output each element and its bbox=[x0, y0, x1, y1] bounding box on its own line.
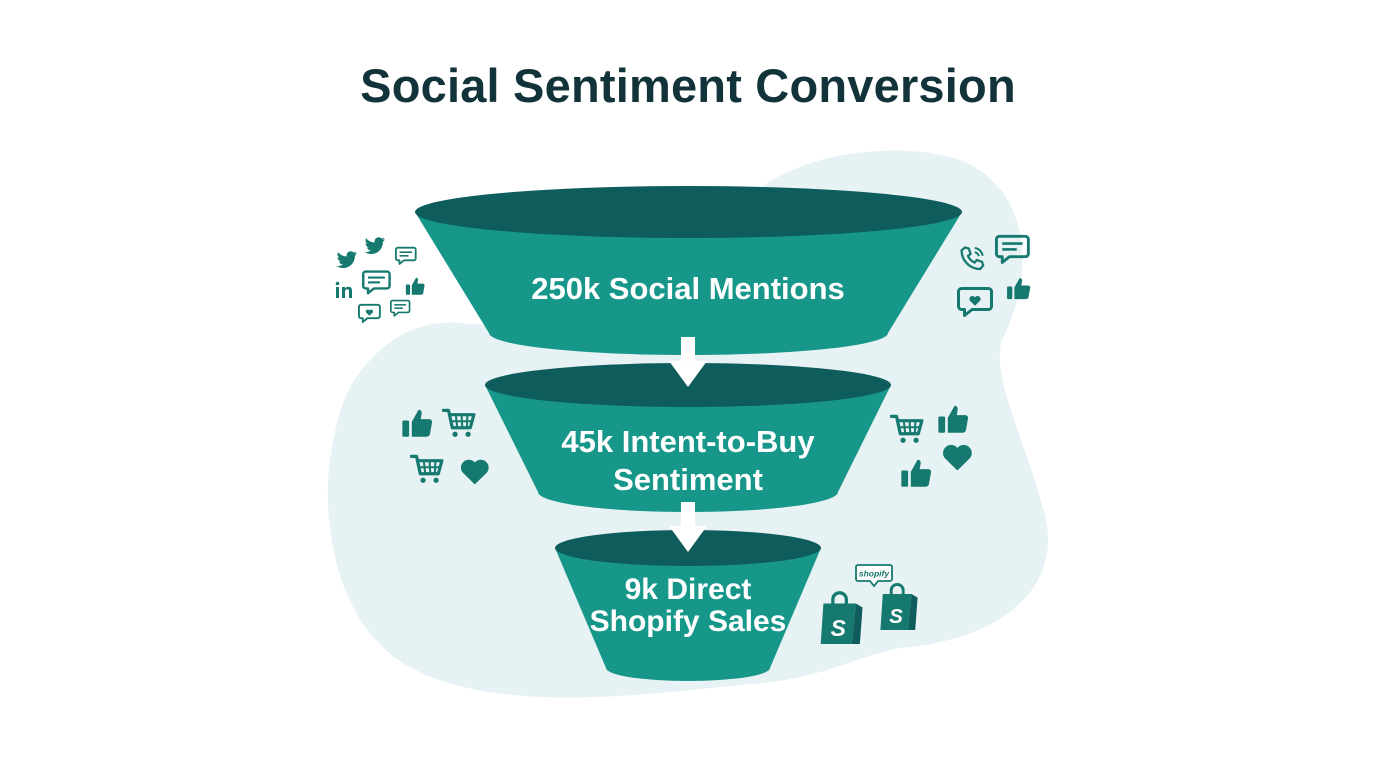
heart-bubble-icon bbox=[358, 303, 381, 323]
stage-3-label: 9k Direct Shopify Sales bbox=[589, 573, 787, 638]
social-icons-left bbox=[335, 237, 425, 323]
svg-text:S: S bbox=[889, 606, 903, 628]
stage-1-label: 250k Social Mentions bbox=[531, 271, 845, 306]
chat-bubble-icon bbox=[390, 299, 411, 317]
arrow-down-icon bbox=[669, 337, 707, 387]
svg-text:S: S bbox=[831, 615, 847, 641]
twitter-icon bbox=[364, 237, 385, 255]
shopping-bag-icon: S bbox=[819, 591, 865, 646]
stage-2-label: 45k Intent-to-Buy Sentiment bbox=[561, 424, 815, 497]
linkedin-icon bbox=[335, 281, 352, 298]
shopify-badge-text: shopify bbox=[859, 569, 890, 579]
twitter-icon bbox=[336, 251, 357, 269]
funnel-stage-1 bbox=[415, 186, 962, 355]
chat-bubble-icon bbox=[394, 246, 417, 265]
thumbs-up-icon bbox=[405, 277, 425, 295]
arrow-down-icon bbox=[669, 502, 707, 552]
shopping-bag-icon: S bbox=[878, 582, 920, 632]
chat-bubble-icon bbox=[362, 270, 391, 295]
speech-bubble-icon: shopify bbox=[855, 564, 893, 588]
shopify-icons: S S shopify bbox=[819, 564, 920, 646]
page-title: Social Sentiment Conversion bbox=[360, 59, 1016, 112]
